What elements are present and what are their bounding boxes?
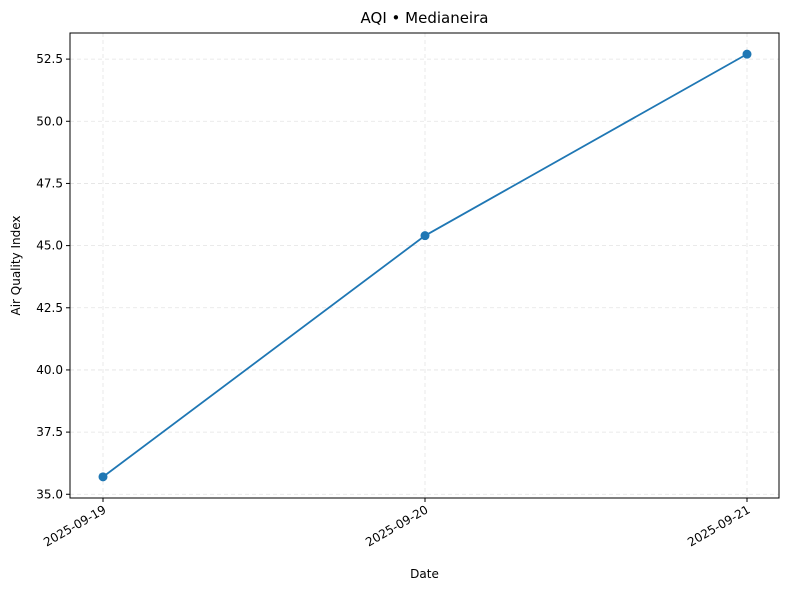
data-point [98,472,108,482]
y-axis-label: Air Quality Index [9,215,23,315]
y-tick-label: 50.0 [36,114,63,128]
y-tick-label: 45.0 [36,239,63,253]
x-axis-label: Date [410,567,439,581]
data-point [742,49,752,59]
x-tick-label: 2025-09-20 [363,502,430,549]
y-tick-label: 47.5 [36,176,63,190]
y-tick-label: 37.5 [36,425,63,439]
plot-area [69,32,780,499]
x-tick-label: 2025-09-19 [41,502,108,549]
series-layer [98,49,752,482]
axis-ticks: 35.0 37.5 40.0 42.5 45.0 47.5 50.0 52.5 2025-09-… [36,52,752,549]
grid-lines [70,33,779,498]
data-point [420,231,430,241]
chart-title: AQI • Medianeira [361,9,489,27]
y-tick-label: 52.5 [36,52,63,66]
y-tick-label: 42.5 [36,301,63,315]
y-tick-label: 35.0 [36,487,63,501]
x-tick-label: 2025-09-21 [685,502,752,549]
y-tick-label: 40.0 [36,363,63,377]
